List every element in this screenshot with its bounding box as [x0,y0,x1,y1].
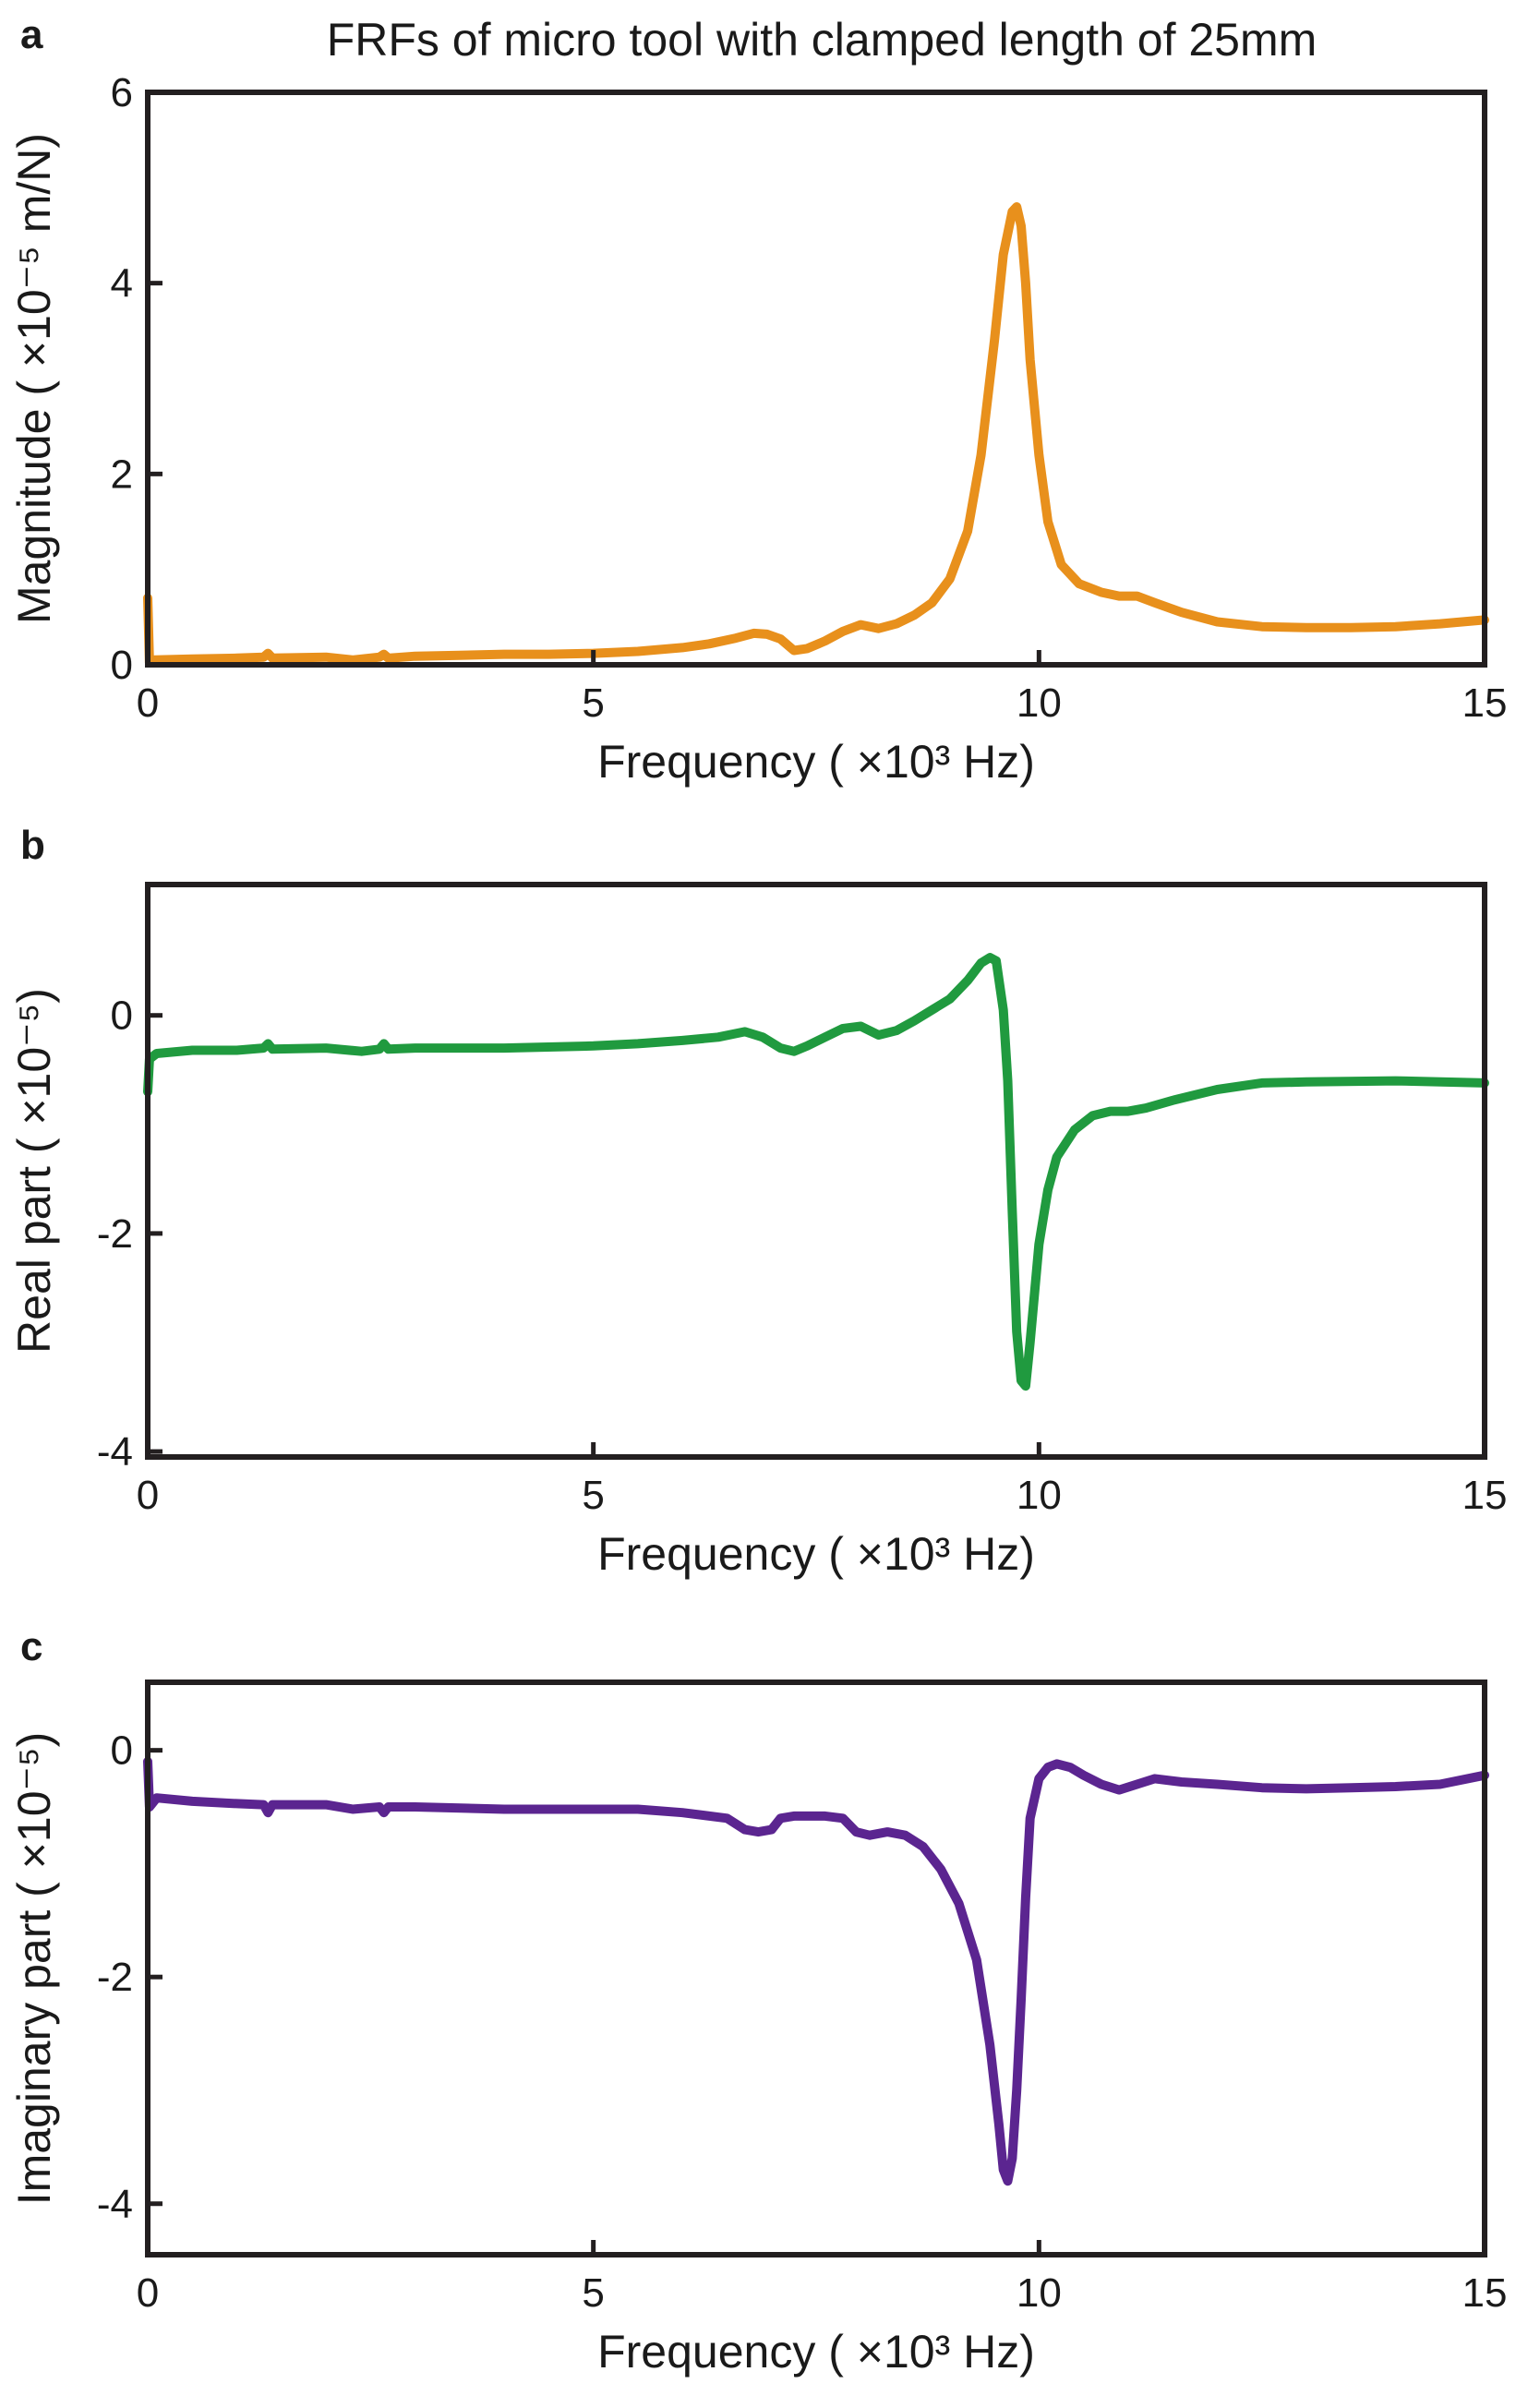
x-axis-label: Frequency ( ×10³ Hz) [597,1528,1035,1580]
y-tick-label: 0 [111,1728,133,1774]
x-tick-label: 10 [1017,680,1062,726]
plot-frame [145,90,1487,668]
x-tick-label: 15 [1462,680,1508,726]
plot-frame [145,1680,1487,2258]
x-tick-label: 0 [137,1473,159,1518]
x-tick-label: 10 [1017,1473,1062,1518]
x-tick-label: 0 [137,2270,159,2316]
y-tick-label: 6 [111,70,133,115]
plot-frame [145,882,1487,1460]
x-tick-label: 5 [582,680,604,726]
y-axis-label: Imaginary part ( ×10⁻⁵) [8,1732,60,2206]
x-axis-label: Frequency ( ×10³ Hz) [597,2326,1035,2378]
panel-c: c 0 5 10 15 0 -2 -4 Frequency ( ×10³ Hz) Imagina… [8,1624,1507,2378]
panel-a: a 0 5 10 15 0 2 4 6 Frequency ( ×10³ Hz) Magnitud… [8,12,1507,788]
x-tick-label: 0 [137,680,159,726]
panel-b: b 0 5 10 15 0 -2 -4 Frequency ( ×10³ Hz) Real pa… [8,823,1507,1580]
x-tick-label: 5 [582,1473,604,1518]
y-tick-label: 2 [111,452,133,497]
y-tick-label: -2 [97,1955,133,2000]
chart-title: FRFs of micro tool with clamped length o… [327,14,1317,66]
y-tick-label: -4 [97,2182,133,2227]
y-tick-label: -2 [97,1211,133,1257]
panel-letter: b [20,823,45,868]
y-tick-label: 0 [111,643,133,688]
series-line [143,202,1489,668]
y-tick-label: 4 [111,261,133,307]
panel-letter: c [20,1624,42,1669]
panel-letter: a [20,12,43,57]
x-axis-label: Frequency ( ×10³ Hz) [597,736,1035,788]
y-axis-label: Real part ( ×10⁻⁵) [8,988,60,1354]
x-tick-label: 15 [1462,2270,1508,2316]
y-tick-label: 0 [111,993,133,1039]
series-line [143,953,1489,1391]
series-line [143,1756,1489,2186]
y-axis-label: Magnitude ( ×10⁻⁵ m/N) [8,133,60,624]
x-tick-label: 15 [1462,1473,1508,1518]
x-tick-label: 5 [582,2270,604,2316]
y-tick-label: -4 [97,1429,133,1475]
x-tick-label: 10 [1017,2270,1062,2316]
